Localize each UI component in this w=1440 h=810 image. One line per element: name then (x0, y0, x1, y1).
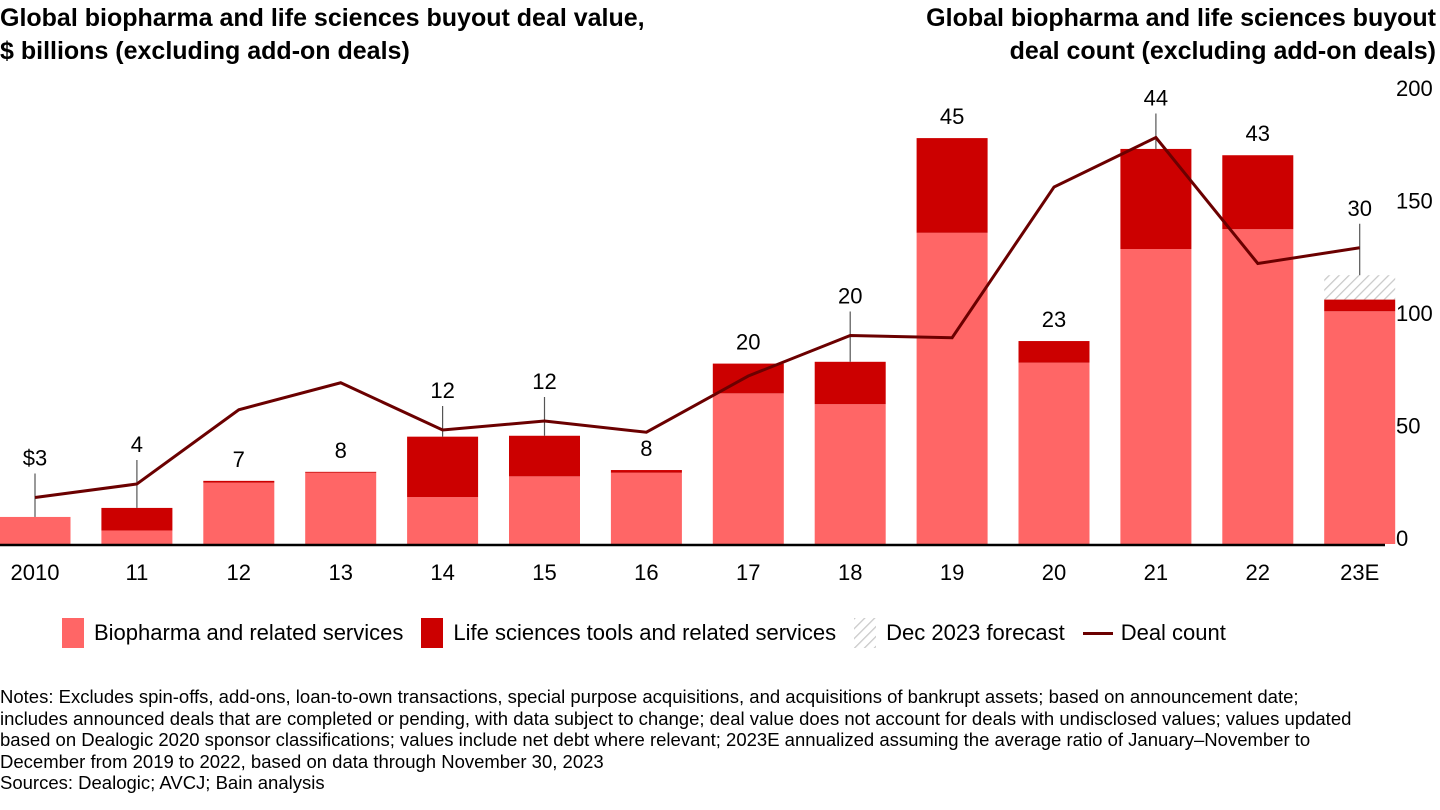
x-tick-label: 23E (1340, 560, 1379, 585)
legend: Biopharma and related services Life scie… (62, 618, 1244, 648)
right-axis-title: Global biopharma and life sciences buyou… (836, 2, 1436, 68)
labels-layer: 2010 $3 11 4 12 7 13 8 14 12 15 12 16 8 17 20 18 20 19 45 20… (11, 76, 1433, 585)
bar-biopharma (814, 404, 886, 544)
bar-life-sciences (1120, 148, 1192, 250)
bar-life-sciences (1324, 299, 1396, 312)
right-axis-tick-label: 150 (1396, 189, 1433, 214)
bar-biopharma (101, 530, 173, 544)
notes-line: based on Dealogic 2020 sponsor classific… (0, 729, 1311, 750)
notes-line: December from 2019 to 2022, based on dat… (0, 750, 604, 772)
x-tick-label: 22 (1246, 560, 1270, 585)
bar-biopharma (0, 516, 71, 544)
bars-layer (0, 138, 1396, 544)
total-value-label: $3 (23, 446, 47, 471)
notes-line: includes announced deals that are comple… (0, 707, 1352, 729)
x-tick-label: 19 (940, 560, 964, 585)
left-axis-title: Global biopharma and life sciences buyou… (0, 2, 760, 68)
bar-life-sciences (305, 471, 377, 473)
bar-biopharma (712, 393, 784, 544)
x-tick-label: 16 (634, 560, 658, 585)
sources-line: Sources: Dealogic; AVCJ; Bain analysis (0, 772, 325, 793)
total-value-label: 20 (838, 284, 862, 309)
bar-life-sciences (509, 435, 580, 477)
forecast-hatch-swatch-icon (854, 618, 877, 648)
legend-label: Deal count (1120, 620, 1226, 645)
total-value-label: 7 (233, 447, 245, 472)
right-axis-tick-label: 0 (1396, 526, 1408, 551)
x-tick-label: 12 (227, 560, 251, 585)
bar-biopharma (305, 472, 377, 544)
combo-chart: 2010 $3 11 4 12 7 13 8 14 12 15 12 16 8 17 20 18 20 19 45 20… (0, 76, 1433, 585)
x-tick-label: 20 (1042, 560, 1066, 585)
x-tick-label: 13 (328, 560, 352, 585)
deal-count-layer (34, 135, 1360, 499)
total-value-label: 23 (1042, 307, 1066, 332)
total-value-label: 12 (532, 369, 556, 394)
total-value-label: 12 (430, 378, 454, 403)
deal-count-line-swatch-icon (1082, 631, 1113, 635)
x-tick-label: 18 (838, 560, 862, 585)
x-tick-label: 15 (532, 560, 556, 585)
total-value-label: 8 (640, 436, 652, 461)
right-axis-tick-label: 200 (1396, 76, 1433, 101)
x-tick-label: 2010 (11, 560, 60, 585)
legend-label: Biopharma and related services (94, 620, 404, 645)
notes-line: Notes: Excludes spin-offs, add-ons, loan… (0, 686, 1299, 707)
bar-life-sciences (203, 480, 275, 483)
right-title-line-1: Global biopharma and life sciences buyou… (926, 4, 1436, 32)
legend-item-deal-count: Deal count (1082, 620, 1226, 646)
deal-count-line (34, 135, 1360, 499)
bar-life-sciences (1222, 155, 1294, 230)
x-tick-label: 11 (125, 560, 148, 585)
right-axis-tick-label: 50 (1396, 414, 1420, 439)
total-value-label: 43 (1246, 121, 1270, 146)
bar-life-sciences (1018, 341, 1090, 363)
total-value-label: 45 (940, 104, 964, 129)
right-axis-tick-label: 100 (1396, 301, 1433, 326)
right-title-line-2: deal count (excluding add-on deals) (1009, 37, 1436, 65)
bar-life-sciences (814, 361, 886, 405)
legend-item-forecast: Dec 2023 forecast (854, 618, 1065, 648)
left-title-line-1: Global biopharma and life sciences buyou… (0, 4, 645, 32)
notes: Notes: Excludes spin-offs, add-ons, loan… (0, 686, 1440, 794)
total-value-label: 20 (736, 330, 760, 355)
bar-life-sciences (101, 507, 173, 531)
total-value-label: 4 (131, 432, 143, 457)
bar-biopharma (509, 476, 580, 544)
bar-biopharma (407, 497, 479, 544)
bar-biopharma (203, 482, 275, 544)
total-value-label: 8 (335, 438, 347, 463)
bar-life-sciences (916, 138, 988, 233)
x-tick-label: 17 (736, 560, 760, 585)
bar-biopharma (1120, 249, 1192, 544)
legend-label: Life sciences tools and related services (453, 620, 837, 645)
bar-biopharma (610, 472, 682, 544)
bar-life-sciences (407, 436, 479, 498)
biopharma-swatch-icon (62, 618, 84, 648)
total-value-label: 44 (1144, 86, 1168, 111)
legend-label: Dec 2023 forecast (886, 620, 1065, 645)
bar-biopharma (1018, 362, 1090, 544)
total-value-label: 30 (1347, 196, 1371, 221)
bar-life-sciences (610, 470, 682, 473)
left-title-line-2: $ billions (excluding add-on deals) (0, 37, 410, 65)
life-sciences-swatch-icon (421, 618, 444, 648)
bar-biopharma (1324, 311, 1396, 544)
bar-biopharma (916, 232, 988, 544)
bar-forecast (1324, 275, 1396, 300)
x-tick-label: 14 (430, 560, 454, 585)
legend-item-life-sciences: Life sciences tools and related services (421, 618, 836, 648)
legend-item-biopharma: Biopharma and related services (62, 618, 403, 648)
x-tick-label: 21 (1144, 560, 1168, 585)
bar-biopharma (1222, 229, 1294, 544)
